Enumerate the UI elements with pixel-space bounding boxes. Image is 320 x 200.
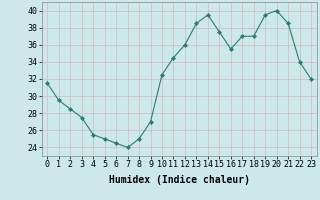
X-axis label: Humidex (Indice chaleur): Humidex (Indice chaleur) xyxy=(109,175,250,185)
